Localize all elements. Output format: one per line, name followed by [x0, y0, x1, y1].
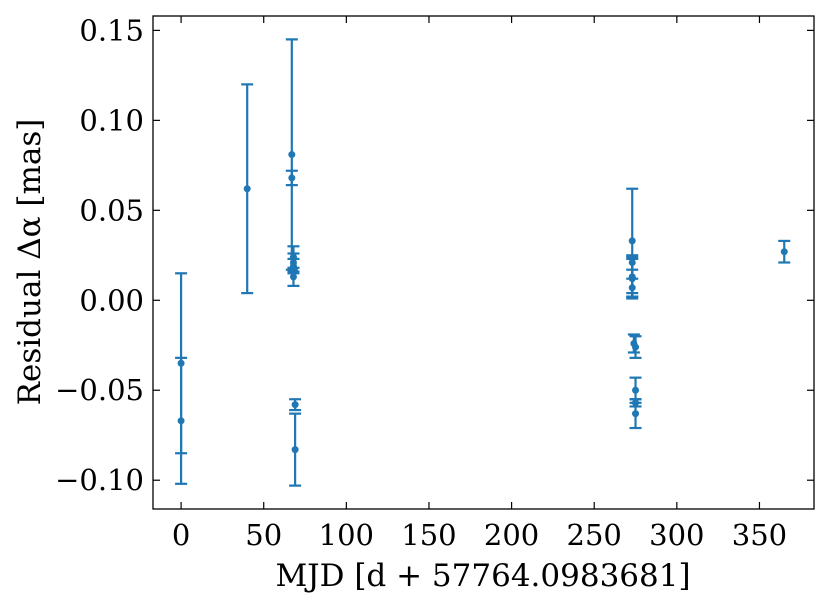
x-tick-label: 0 — [172, 518, 190, 552]
data-point-group — [287, 266, 300, 287]
y-axis-title: Residual Δα [mas] — [12, 119, 48, 406]
data-point — [628, 237, 636, 245]
x-tick-label: 350 — [732, 518, 787, 552]
data-point-group — [289, 412, 302, 487]
x-tick-label: 200 — [484, 518, 539, 552]
data-point-group — [778, 239, 791, 264]
data-point — [243, 185, 251, 193]
data-point — [632, 343, 640, 351]
data-point — [628, 284, 636, 292]
data-point — [177, 417, 185, 425]
y-tick-label: −0.10 — [55, 463, 144, 497]
plot-area-frame — [152, 15, 815, 510]
data-point-group — [629, 335, 642, 359]
x-axis-title: MJD [d + 57764.0983681] — [275, 558, 690, 594]
x-tick-label: 100 — [319, 518, 374, 552]
y-axis: −0.10 −0.05 0.00 0.05 0.10 0.15 — [55, 13, 814, 497]
data-point-group — [289, 398, 302, 412]
data-point — [291, 446, 299, 454]
data-point — [288, 151, 296, 159]
x-tick-label: 250 — [567, 518, 622, 552]
data-point — [289, 273, 297, 281]
x-axis: 0 50 100 150 200 250 300 350 — [172, 16, 787, 552]
y-tick-label: 0.10 — [79, 103, 144, 137]
data-point-group — [285, 38, 298, 271]
x-tick-label: 150 — [401, 518, 456, 552]
data-point — [288, 174, 296, 182]
data-point-group — [629, 398, 642, 430]
data-point — [291, 401, 299, 409]
y-tick-label: −0.05 — [55, 373, 144, 407]
data-point-group — [175, 356, 188, 485]
data-point — [632, 386, 640, 394]
x-tick-label: 300 — [649, 518, 704, 552]
y-tick-label: 0.00 — [79, 283, 144, 317]
data-point-group — [285, 169, 298, 187]
data-point — [632, 410, 640, 418]
x-tick-label: 50 — [245, 518, 282, 552]
data-point-group — [241, 83, 254, 295]
data-point-group — [626, 277, 639, 298]
y-tick-label: 0.05 — [79, 193, 144, 227]
data-series — [175, 38, 791, 487]
y-tick-label: 0.15 — [79, 13, 144, 47]
data-point — [780, 248, 788, 256]
